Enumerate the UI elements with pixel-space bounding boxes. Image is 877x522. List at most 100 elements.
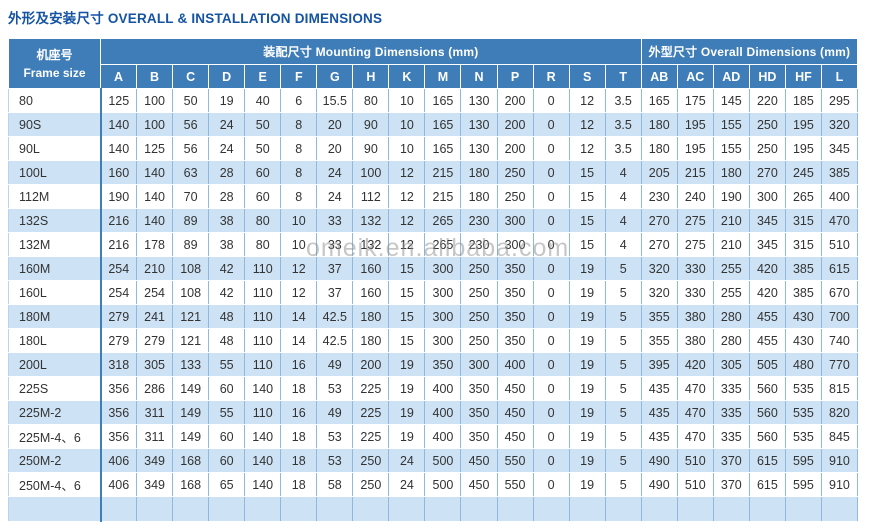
dimension-cell: 349: [136, 472, 174, 497]
dimension-cell: 335: [712, 400, 750, 425]
dimension-cell: 400: [424, 376, 462, 401]
dimension-cell: 0: [532, 400, 570, 425]
dimension-cell: 500: [424, 448, 462, 473]
dimension-cell: 450: [496, 424, 534, 449]
frame-size-header: 机座号 Frame size: [8, 38, 101, 89]
dimension-cell: 4: [604, 184, 642, 209]
dimension-cell: 18: [280, 424, 318, 449]
dimension-cell: 0: [532, 280, 570, 305]
dimension-cell: 10: [388, 112, 426, 137]
table-row: 160L 254 254 108 42 110 12 37 160 15 300 250 350 0 19 5…: [8, 280, 859, 305]
dimension-cell: 12: [388, 184, 426, 209]
dimension-cell: 20: [316, 112, 354, 137]
dimension-cell: 560: [748, 376, 786, 401]
dimension-cell: 149: [172, 376, 210, 401]
column-letters-row: A B C D E F G H K M N P R S T AB AC AD HD HF L: [9, 64, 859, 89]
dimension-cell: [532, 496, 570, 522]
dimension-cell: 14: [280, 328, 318, 353]
dimension-cell: 455: [748, 328, 786, 353]
dimension-cell: 279: [99, 328, 138, 353]
column-header-d: D: [208, 64, 246, 89]
dimension-cell: 230: [460, 232, 498, 257]
dimension-cell: 190: [99, 184, 138, 209]
dimension-cell: 350: [496, 280, 534, 305]
column-header-ab: AB: [640, 64, 678, 89]
dimension-cell: 550: [496, 448, 534, 473]
column-header-k: K: [388, 64, 426, 89]
dimension-cell: 24: [208, 112, 246, 137]
dimension-cell: 38: [208, 232, 246, 257]
dimension-cell: 356: [99, 400, 138, 425]
dimension-cell: 19: [568, 280, 606, 305]
dimension-cell: 265: [784, 184, 822, 209]
dimension-cell: 110: [244, 352, 282, 377]
dimension-cell: 250: [496, 184, 534, 209]
dimension-cell: 250: [352, 472, 390, 497]
table-row: 250M-4、6 406 349 168 65 140 18 58 250 24 500 450 550…: [8, 472, 859, 497]
dimension-cell: 215: [676, 160, 714, 185]
dimension-cell: 132: [352, 208, 390, 233]
dimension-cell: 406: [99, 448, 138, 473]
dimension-cell: 280: [712, 328, 750, 353]
column-header-c: C: [172, 64, 210, 89]
dimension-cell: 5: [604, 424, 642, 449]
table-row: 132S 216 140 89 38 80 10 33 132 12 265 230 300 0 15 4 27…: [8, 208, 859, 233]
dimension-cell: 180: [352, 304, 390, 329]
dimension-cell: 48: [208, 304, 246, 329]
dimension-cell: 535: [784, 424, 822, 449]
dimension-cell: 19: [568, 352, 606, 377]
dimension-cell: 100: [136, 112, 174, 137]
dimension-cell: 48: [208, 328, 246, 353]
dimension-cell: 320: [820, 112, 859, 137]
dimension-cell: 6: [280, 88, 318, 113]
dimension-cell: 100: [136, 88, 174, 113]
dimension-cell: 370: [712, 472, 750, 497]
dimension-cell: 255: [712, 280, 750, 305]
column-header-m: M: [424, 64, 462, 89]
table-row: 225M-2 356 311 149 55 110 16 49 225 19 400 350 450 0 1…: [8, 400, 859, 425]
dimension-cell: 200: [496, 112, 534, 137]
dimension-cell: 0: [532, 256, 570, 281]
dimension-cell: 910: [820, 448, 859, 473]
column-header-r: R: [532, 64, 570, 89]
dimension-cell: 254: [99, 256, 138, 281]
dimension-cell: 112: [352, 184, 390, 209]
column-header-l: L: [820, 64, 859, 89]
dimension-cell: 190: [712, 184, 750, 209]
dimension-cell: 60: [244, 184, 282, 209]
dimension-cell: 300: [496, 208, 534, 233]
dimension-cell: 80: [244, 232, 282, 257]
dimension-cell: 42.5: [316, 304, 354, 329]
dimension-cell: 4: [604, 208, 642, 233]
dimension-cell: 350: [496, 328, 534, 353]
dimension-cell: 490: [640, 472, 678, 497]
dimensions-table: 机座号 Frame size 装配尺寸 Mounting Dimensions …: [8, 38, 859, 522]
dimension-cell: 110: [244, 328, 282, 353]
dimension-cell: 700: [820, 304, 859, 329]
dimension-cell: 250: [460, 256, 498, 281]
dimension-cell: 70: [172, 184, 210, 209]
dimension-cell: 160: [352, 256, 390, 281]
dimension-cell: 38: [208, 208, 246, 233]
dimension-cell: 505: [748, 352, 786, 377]
dimension-cell: 80: [352, 88, 390, 113]
dimension-cell: 595: [784, 472, 822, 497]
dimension-cell: 0: [532, 376, 570, 401]
dimension-cell: 385: [784, 280, 822, 305]
dimension-cell: 121: [172, 328, 210, 353]
table-row: 180M 279 241 121 48 110 14 42.5 180 15 300 250 350 0 1…: [8, 304, 859, 329]
dimension-cell: 140: [244, 424, 282, 449]
dimension-cell: 37: [316, 256, 354, 281]
frame-size-header-en: Frame size: [23, 65, 86, 80]
dimension-cell: 356: [99, 424, 138, 449]
dimension-cell: 8: [280, 136, 318, 161]
dimension-cell: 315: [784, 232, 822, 257]
dimension-cell: 108: [172, 280, 210, 305]
dimension-cell: 210: [712, 232, 750, 257]
dimension-cell: 335: [712, 424, 750, 449]
dimension-cell: 300: [424, 328, 462, 353]
dimension-cell: 60: [244, 160, 282, 185]
dimension-cell: 40: [244, 88, 282, 113]
dimension-cell: 0: [532, 328, 570, 353]
dimension-cell: 110: [244, 304, 282, 329]
